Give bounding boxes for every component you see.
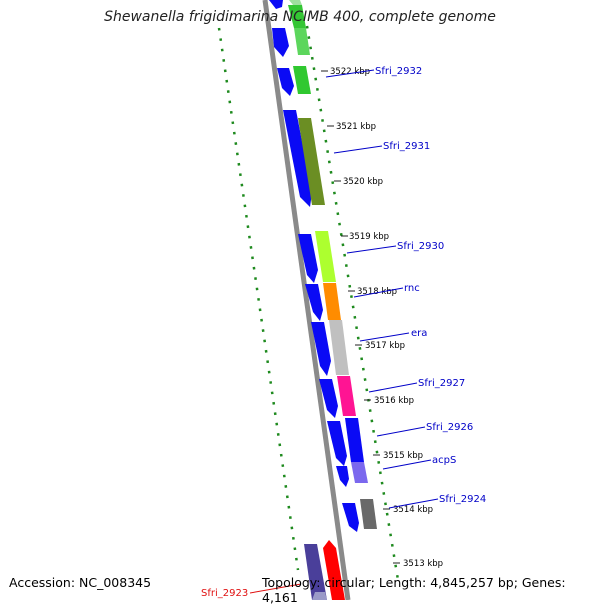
cds-reverse	[305, 284, 323, 321]
backbone-line	[262, 0, 351, 600]
gene-label-leaders	[249, 69, 439, 594]
leader-line	[249, 583, 302, 594]
leader-line	[346, 245, 397, 254]
tick-label: 3519 kbp	[349, 232, 389, 242]
accession-text: Accession: NC_008345	[9, 575, 152, 590]
tick-label: 3516 kbp	[374, 396, 414, 406]
tick-label: 3518 kbp	[357, 287, 397, 297]
cds-reverse	[277, 68, 294, 96]
cds-reverse	[327, 421, 347, 466]
gene-labels: Sfri_2932 Sfri_2931 Sfri_2930 rnc era Sf…	[201, 66, 486, 599]
leader-line	[382, 459, 432, 470]
gene-feature-sfri-2923	[323, 540, 345, 600]
cds-reverse	[336, 466, 349, 487]
cds-reverse	[342, 503, 359, 532]
cds-reverse	[269, 0, 283, 9]
gene-label-sfri-2923[interactable]: Sfri_2923	[201, 588, 248, 599]
topology-text: Topology: circular; Length: 4,845,257 bp…	[262, 575, 566, 605]
cds-reverse	[319, 379, 338, 418]
cds-forward	[288, 5, 306, 28]
cds-reverse	[298, 234, 318, 283]
leader-line	[388, 498, 439, 509]
gene-feature-sfri-2927	[337, 376, 356, 416]
tick-label: 3520 kbp	[343, 177, 383, 187]
tick-label: 3517 kbp	[365, 341, 405, 351]
gc-content-track	[217, 27, 300, 571]
cds-reverse	[272, 28, 289, 57]
cds-forward	[312, 592, 327, 600]
leader-line	[353, 287, 404, 298]
gene-label-sfri-2924[interactable]: Sfri_2924	[439, 494, 486, 505]
leader-line	[359, 332, 410, 342]
cds-forward	[294, 28, 310, 55]
cds-forward	[304, 544, 327, 600]
cds-forward	[289, 0, 302, 5]
tick-label: 3522 kbp	[330, 67, 370, 77]
gene-feature-sfri-2932	[293, 66, 311, 94]
gene-feature-sfri-2931	[298, 118, 325, 205]
gene-label-sfri-2931[interactable]: Sfri_2931	[383, 141, 430, 152]
leader-line	[333, 145, 383, 154]
gene-label-sfri-2926[interactable]: Sfri_2926	[426, 422, 473, 433]
tick-label: 3514 kbp	[393, 505, 433, 515]
gene-feature-era	[329, 320, 349, 375]
tick-label: 3521 kbp	[336, 122, 376, 132]
leader-line	[368, 382, 418, 393]
ruler-ticks: 3522 kbp 3521 kbp 3520 kbp 3519 kbp 3518…	[321, 67, 443, 569]
gene-feature-rnc	[323, 283, 341, 320]
gene-label-sfri-2927[interactable]: Sfri_2927	[418, 378, 465, 389]
cds-reverse	[283, 110, 312, 207]
leader-line	[325, 69, 375, 78]
gene-feature-acps	[351, 462, 368, 483]
cds-reverse	[311, 322, 331, 376]
gene-feature-sfri-2924	[360, 499, 377, 529]
gene-feature-sfri-2930	[315, 231, 336, 282]
gene-label-era[interactable]: era	[411, 328, 427, 339]
leader-line	[376, 426, 426, 437]
gene-feature-sfri-2926	[345, 418, 364, 462]
gene-label-rnc[interactable]: rnc	[404, 283, 420, 294]
tick-label: 3515 kbp	[383, 451, 423, 461]
genome-title: Shewanella frigidimarina NCIMB 400, comp…	[104, 9, 496, 25]
gene-label-sfri-2930[interactable]: Sfri_2930	[397, 241, 444, 252]
gene-label-sfri-2932[interactable]: Sfri_2932	[375, 66, 422, 77]
tick-label: 3513 kbp	[403, 559, 443, 569]
gene-label-acps[interactable]: acpS	[432, 455, 456, 466]
